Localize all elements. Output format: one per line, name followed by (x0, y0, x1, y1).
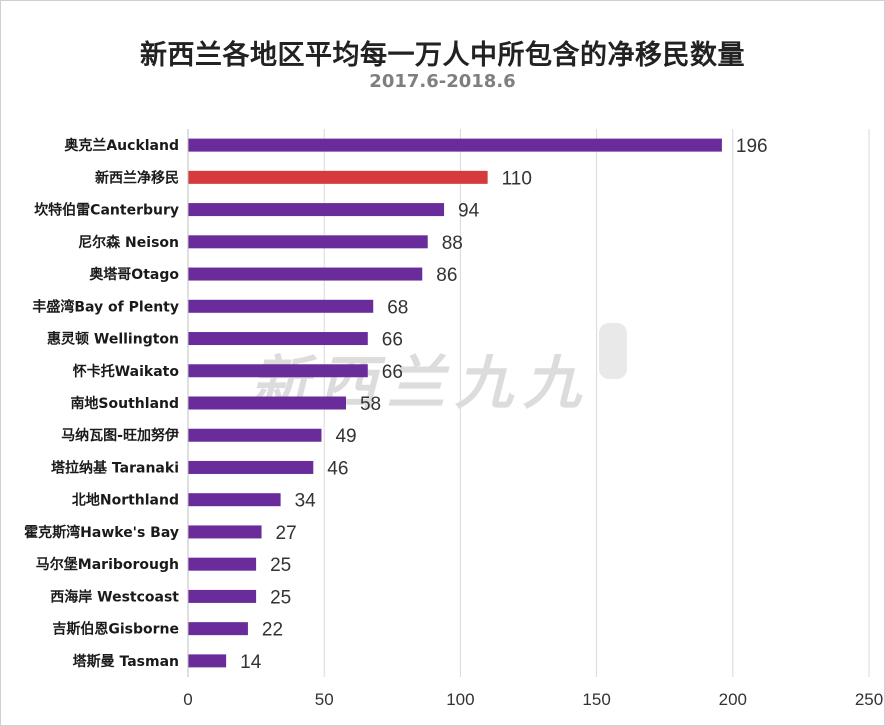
x-tick-label-0: 0 (183, 690, 192, 709)
bar-10 (188, 460, 314, 474)
value-label-6: 66 (382, 330, 403, 351)
value-label-4: 86 (436, 265, 457, 286)
bar-12 (188, 525, 262, 539)
value-label-3: 88 (442, 233, 463, 254)
category-label-4: 奥塔哥Otago (89, 266, 179, 283)
value-label-13: 25 (270, 555, 291, 576)
bar-1 (188, 170, 488, 184)
bar-11 (188, 493, 281, 507)
category-label-10: 塔拉纳基 Taranaki (51, 459, 179, 476)
value-label-10: 46 (327, 458, 348, 479)
value-label-9: 49 (335, 426, 356, 447)
value-label-5: 68 (387, 297, 408, 318)
x-tick-label-3: 150 (582, 690, 610, 709)
bar-3 (188, 235, 428, 249)
bar-4 (188, 267, 423, 281)
chart-title: 新西兰各地区平均每一万人中所包含的净移民数量 (140, 40, 745, 71)
bar-5 (188, 299, 374, 313)
x-tick-label-1: 50 (315, 690, 334, 709)
category-label-2: 坎特伯雷Canterbury (34, 202, 179, 219)
value-label-12: 27 (276, 523, 297, 544)
value-label-8: 58 (360, 394, 381, 415)
bar-13 (188, 557, 257, 571)
watermark-seal (599, 323, 627, 379)
value-label-1: 110 (502, 168, 532, 189)
bar-9 (188, 428, 322, 442)
bar-8 (188, 396, 346, 410)
category-label-8: 南地Southland (70, 395, 179, 412)
bar-0 (188, 138, 722, 152)
value-label-14: 25 (270, 587, 291, 608)
category-label-15: 吉斯伯恩Gisborne (52, 621, 179, 638)
bar-2 (188, 203, 445, 217)
bar-7 (188, 364, 368, 378)
value-label-7: 66 (382, 362, 403, 383)
bar-15 (188, 622, 248, 636)
value-label-0: 196 (736, 136, 768, 157)
category-label-9: 马纳瓦图-旺加努伊 (61, 427, 179, 444)
bar-6 (188, 332, 368, 346)
category-label-16: 塔斯曼 Tasman (73, 653, 179, 670)
category-label-12: 霍克斯湾Hawke's Bay (24, 524, 179, 541)
chart-subtitle: 2017.6-2018.6 (369, 71, 516, 92)
x-tick-label-2: 100 (446, 690, 474, 709)
category-label-3: 尼尔森 Neison (78, 234, 179, 251)
value-label-2: 94 (458, 201, 480, 222)
category-label-6: 惠灵顿 Wellington (47, 331, 179, 348)
category-label-11: 北地Northland (72, 492, 179, 509)
category-label-7: 怀卡托Waikato (73, 363, 180, 380)
bar-14 (188, 589, 257, 603)
category-label-13: 马尔堡Mariborough (36, 556, 179, 573)
value-label-16: 14 (240, 652, 262, 673)
bar-16 (188, 654, 227, 668)
category-label-1: 新西兰净移民 (95, 169, 179, 186)
x-tick-label-4: 200 (719, 690, 747, 709)
value-label-11: 34 (295, 491, 317, 512)
category-label-5: 丰盛湾Bay of Plenty (32, 298, 179, 315)
x-tick-label-5: 250 (855, 690, 883, 709)
category-label-14: 西海岸 Westcoast (50, 588, 179, 605)
value-label-15: 22 (262, 620, 283, 641)
category-label-0: 奥克兰Auckland (64, 137, 179, 154)
